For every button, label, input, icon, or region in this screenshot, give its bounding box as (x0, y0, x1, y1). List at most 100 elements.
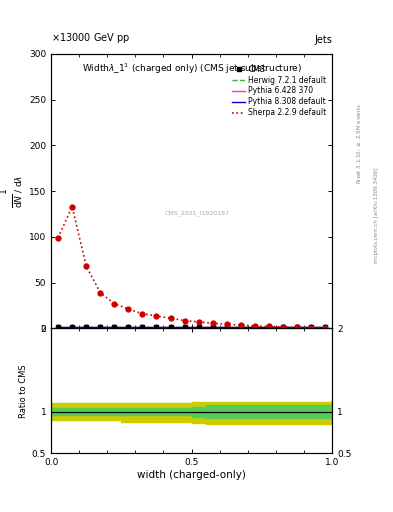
Sherpa 2.2.9 default (295, 324, 299, 330)
Pythia 8.308 default (323, 324, 327, 330)
Pythia 8.308 default (126, 324, 131, 330)
CMS (98, 324, 103, 330)
Herwig 7.2.1 default (98, 324, 103, 330)
CMS (210, 324, 215, 330)
Pythia 6.428 370 (168, 324, 173, 330)
Pythia 6.428 370 (140, 324, 145, 330)
Herwig 7.2.1 default (154, 324, 159, 330)
Sherpa 2.2.9 default (266, 324, 271, 330)
Pythia 8.308 default (224, 324, 229, 330)
CMS (84, 324, 88, 330)
Y-axis label: $\mathrm{1}$
$\overline{\mathrm{d}N}$ / $\mathrm{d}\lambda$: $\mathrm{1}$ $\overline{\mathrm{d}N}$ / … (0, 175, 25, 208)
CMS (140, 324, 145, 330)
Pythia 8.308 default (196, 324, 201, 330)
Pythia 6.428 370 (295, 324, 299, 330)
Sherpa 2.2.9 default (154, 313, 159, 319)
Pythia 6.428 370 (224, 324, 229, 330)
Herwig 7.2.1 default (210, 324, 215, 330)
CMS (252, 324, 257, 330)
Pythia 8.308 default (239, 324, 243, 330)
CMS (56, 324, 61, 330)
Herwig 7.2.1 default (266, 324, 271, 330)
Sherpa 2.2.9 default (126, 306, 131, 312)
Pythia 6.428 370 (182, 324, 187, 330)
Pythia 6.428 370 (126, 324, 131, 330)
Pythia 8.308 default (309, 324, 313, 330)
Pythia 6.428 370 (266, 324, 271, 330)
Herwig 7.2.1 default (196, 324, 201, 330)
Pythia 8.308 default (70, 324, 75, 330)
Herwig 7.2.1 default (56, 324, 61, 330)
CMS (224, 324, 229, 330)
CMS (112, 324, 117, 330)
Pythia 8.308 default (154, 324, 159, 330)
Herwig 7.2.1 default (70, 324, 75, 330)
Herwig 7.2.1 default (140, 324, 145, 330)
CMS (196, 324, 201, 330)
Pythia 6.428 370 (70, 324, 75, 330)
Y-axis label: Ratio to CMS: Ratio to CMS (19, 364, 28, 417)
Sherpa 2.2.9 default (224, 321, 229, 327)
Pythia 6.428 370 (210, 324, 215, 330)
Pythia 8.308 default (140, 324, 145, 330)
Pythia 8.308 default (295, 324, 299, 330)
CMS (70, 324, 75, 330)
Herwig 7.2.1 default (168, 324, 173, 330)
X-axis label: width (charged-only): width (charged-only) (137, 470, 246, 480)
Sherpa 2.2.9 default (239, 322, 243, 328)
Sherpa 2.2.9 default (70, 204, 75, 210)
Pythia 6.428 370 (252, 324, 257, 330)
Herwig 7.2.1 default (126, 324, 131, 330)
Text: $\times$13000 GeV pp: $\times$13000 GeV pp (51, 31, 130, 45)
Pythia 6.428 370 (323, 324, 327, 330)
Text: Jets: Jets (314, 35, 332, 45)
Herwig 7.2.1 default (281, 324, 285, 330)
CMS (168, 324, 173, 330)
Pythia 6.428 370 (98, 324, 103, 330)
Herwig 7.2.1 default (252, 324, 257, 330)
Herwig 7.2.1 default (224, 324, 229, 330)
Pythia 8.308 default (112, 324, 117, 330)
Pythia 8.308 default (182, 324, 187, 330)
CMS (154, 324, 159, 330)
Sherpa 2.2.9 default (323, 325, 327, 331)
Pythia 8.308 default (98, 324, 103, 330)
Pythia 6.428 370 (196, 324, 201, 330)
Text: Width$\lambda$_1$^1$ (charged only) (CMS jet substructure): Width$\lambda$_1$^1$ (charged only) (CMS… (81, 62, 302, 76)
Sherpa 2.2.9 default (252, 323, 257, 329)
CMS (239, 324, 243, 330)
CMS (266, 324, 271, 330)
CMS (309, 324, 313, 330)
Sherpa 2.2.9 default (112, 301, 117, 307)
Sherpa 2.2.9 default (98, 290, 103, 296)
CMS (295, 324, 299, 330)
Pythia 6.428 370 (112, 324, 117, 330)
Pythia 6.428 370 (154, 324, 159, 330)
Pythia 6.428 370 (239, 324, 243, 330)
Sherpa 2.2.9 default (210, 320, 215, 326)
Text: Rivet 3.1.10, $\geq$ 2.9M events: Rivet 3.1.10, $\geq$ 2.9M events (356, 103, 364, 184)
Sherpa 2.2.9 default (196, 319, 201, 325)
Text: mcplots.cern.ch [arXiv:1306.3436]: mcplots.cern.ch [arXiv:1306.3436] (374, 167, 378, 263)
Pythia 6.428 370 (56, 324, 61, 330)
CMS (182, 324, 187, 330)
Sherpa 2.2.9 default (309, 325, 313, 331)
Pythia 8.308 default (266, 324, 271, 330)
Pythia 8.308 default (210, 324, 215, 330)
Sherpa 2.2.9 default (84, 263, 88, 269)
Pythia 8.308 default (56, 324, 61, 330)
Herwig 7.2.1 default (84, 324, 88, 330)
Herwig 7.2.1 default (239, 324, 243, 330)
Pythia 8.308 default (168, 324, 173, 330)
Text: CMS_2021_I1920187: CMS_2021_I1920187 (165, 210, 230, 216)
Pythia 6.428 370 (84, 324, 88, 330)
Pythia 6.428 370 (281, 324, 285, 330)
Pythia 8.308 default (252, 324, 257, 330)
Sherpa 2.2.9 default (182, 317, 187, 324)
Line: Sherpa 2.2.9 default: Sherpa 2.2.9 default (58, 207, 325, 328)
Pythia 8.308 default (281, 324, 285, 330)
CMS (281, 324, 285, 330)
CMS (126, 324, 131, 330)
Sherpa 2.2.9 default (281, 324, 285, 330)
Line: CMS: CMS (56, 325, 327, 329)
